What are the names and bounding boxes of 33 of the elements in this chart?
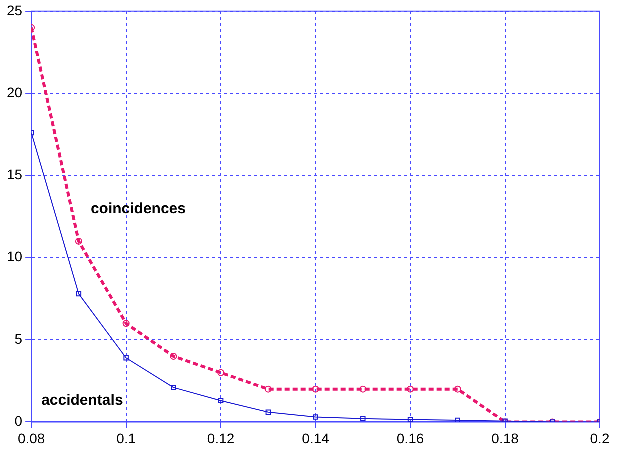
- point: [122, 320, 130, 328]
- point: [76, 291, 82, 297]
- point: [360, 416, 366, 422]
- y-tick-label: 0: [14, 413, 23, 430]
- point: [75, 238, 82, 245]
- text: accidentals: [42, 392, 124, 409]
- point: [360, 386, 367, 393]
- x-tick-label: 0.16: [396, 430, 424, 446]
- series-label: coincidences: [90, 200, 186, 218]
- point: [407, 386, 414, 393]
- x-tick-label: 0.2: [590, 430, 610, 446]
- y-tick-label: 25: [6, 2, 23, 18]
- point: [218, 369, 225, 376]
- x-tick-label: 0.14: [302, 430, 330, 446]
- y-tick-label: 20: [6, 84, 23, 100]
- point: [170, 352, 178, 360]
- point: [408, 417, 414, 422]
- x-tick-label: 0.18: [492, 430, 520, 446]
- point: [455, 418, 461, 422]
- y-tick-label: 15: [6, 166, 23, 183]
- point: [171, 385, 176, 390]
- point: [218, 398, 224, 404]
- point: [313, 414, 318, 420]
- point: [266, 410, 272, 415]
- point: [454, 386, 462, 393]
- y-tick-label: 5: [14, 330, 23, 347]
- x-tick-label: 0.12: [207, 430, 235, 446]
- point: [124, 355, 129, 361]
- x-tick-label: 0.1: [116, 430, 136, 446]
- x-tick-label: 0.08: [18, 430, 46, 446]
- point: [264, 386, 272, 393]
- point: [312, 386, 320, 393]
- y-tick-label: 10: [6, 248, 23, 265]
